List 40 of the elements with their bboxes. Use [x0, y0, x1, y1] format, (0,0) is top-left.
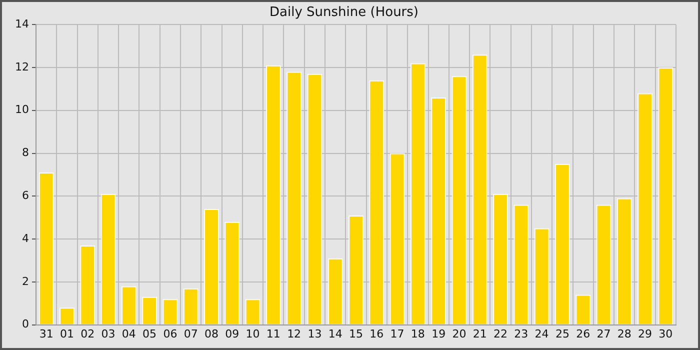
x-tick-label: 29	[638, 327, 652, 340]
x-tick-label: 22	[494, 327, 508, 340]
x-tick-label: 13	[308, 327, 322, 340]
x-tick-label: 08	[204, 327, 218, 340]
x-tick-label: 01	[60, 327, 74, 340]
x-tick-label: 28	[617, 327, 632, 340]
x-tick-label: 27	[596, 327, 611, 340]
x-tick-label: 31	[39, 327, 54, 340]
x-tick-label: 17	[390, 327, 404, 340]
y-tick-label: 6	[22, 189, 29, 202]
x-tick-label: 15	[349, 327, 363, 340]
x-tick-label: 30	[658, 327, 673, 340]
x-tick-label: 26	[576, 327, 590, 340]
y-tick-label: 10	[14, 103, 29, 116]
x-tick-label: 12	[287, 327, 302, 340]
chart-title: Daily Sunshine (Hours)	[270, 5, 418, 20]
x-tick-label: 20	[452, 327, 466, 340]
x-tick-label: 21	[472, 327, 487, 340]
x-tick-label: 03	[101, 327, 116, 340]
x-tick-label: 18	[410, 327, 425, 340]
y-tick-label: 12	[14, 60, 29, 74]
x-tick-label: 10	[246, 327, 260, 340]
x-tick-label: 02	[80, 327, 95, 340]
x-tick-label: 24	[534, 327, 549, 340]
x-tick-label: 23	[514, 327, 528, 340]
x-tick-label: 25	[555, 327, 570, 340]
x-tick-label: 16	[370, 327, 384, 340]
y-tick-label: 8	[22, 146, 29, 160]
y-tick-label: 4	[22, 232, 29, 245]
y-tick-label: 0	[22, 318, 29, 331]
x-tick-label: 14	[328, 327, 342, 340]
x-tick-label: 09	[225, 327, 240, 340]
x-tick-label: 04	[122, 327, 136, 340]
x-tick-label: 05	[142, 327, 157, 340]
y-tick-label: 14	[14, 17, 29, 30]
y-tick-label: 2	[22, 274, 29, 288]
x-tick-label: 06	[163, 327, 178, 340]
x-tick-label: 07	[184, 327, 198, 340]
x-tick-label: 19	[432, 327, 446, 340]
x-tick-label: 11	[266, 327, 280, 340]
